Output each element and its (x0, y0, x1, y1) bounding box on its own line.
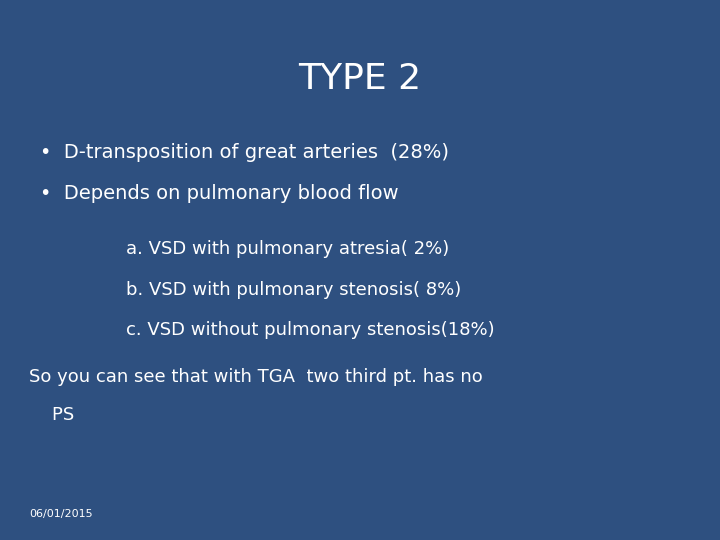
Text: TYPE 2: TYPE 2 (298, 62, 422, 96)
Text: a. VSD with pulmonary atresia( 2%): a. VSD with pulmonary atresia( 2%) (126, 240, 449, 258)
Text: c. VSD without pulmonary stenosis(18%): c. VSD without pulmonary stenosis(18%) (126, 321, 495, 339)
Text: •  D-transposition of great arteries  (28%): • D-transposition of great arteries (28%… (40, 143, 449, 162)
Text: b. VSD with pulmonary stenosis( 8%): b. VSD with pulmonary stenosis( 8%) (126, 281, 462, 299)
Text: 06/01/2015: 06/01/2015 (29, 509, 92, 519)
Text: So you can see that with TGA  two third pt. has no: So you can see that with TGA two third p… (29, 368, 482, 386)
Text: •  Depends on pulmonary blood flow: • Depends on pulmonary blood flow (40, 184, 398, 202)
Text: PS: PS (29, 406, 74, 424)
